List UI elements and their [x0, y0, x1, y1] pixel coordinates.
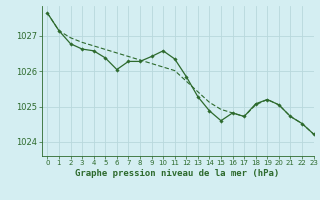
X-axis label: Graphe pression niveau de la mer (hPa): Graphe pression niveau de la mer (hPa) — [76, 169, 280, 178]
